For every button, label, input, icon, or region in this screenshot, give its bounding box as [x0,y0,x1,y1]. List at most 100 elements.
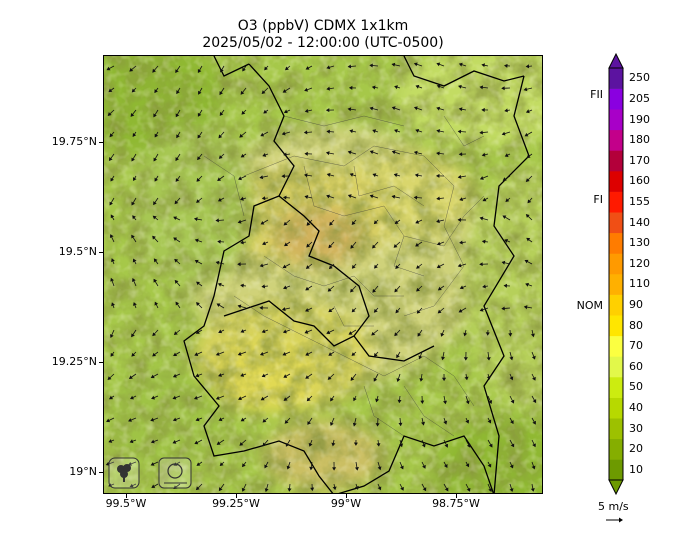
wind-vector-head [109,133,114,138]
wind-vector-head [106,418,111,423]
wind-vector-head [351,308,356,313]
wind-vector-head [172,395,177,400]
wind-vector-head [482,284,486,289]
wind-vector-head [481,239,486,244]
colorbar-tick-label: 160 [629,174,650,188]
wind-vector-head [217,197,222,202]
wind-vector-head [459,240,463,245]
wind-vector-head [131,157,135,162]
wind-vector-head [304,194,309,199]
wind-vector-head [326,330,331,335]
wind-vector-head [530,488,535,492]
wind-vector-head [128,375,133,379]
wind-vector-head [261,373,266,378]
wind-vector-head [398,422,403,427]
wind-vector-head [377,466,382,471]
wind-vector-head [128,461,132,466]
wind-vector-head [151,395,156,400]
wind-vector-head [260,396,265,401]
lat-label: 19.25°N [51,355,97,368]
wind-vector-head [306,243,311,248]
wind-vector-head [237,219,242,224]
wind-vector-head [354,485,359,490]
wind-vector-head [525,214,530,218]
wind-vector-head [194,352,199,356]
wind-vector-head [400,486,404,491]
colorbar-tick-label: 190 [629,112,650,126]
wind-vector-head [459,197,464,202]
wind-vector-head [326,194,331,199]
wind-vector-head [510,443,515,448]
wind-vector-head [242,463,246,468]
wind-vector-head [110,214,115,219]
wind-vector-head [152,332,157,337]
colorbar-segment [609,150,623,172]
colorbar-segment [609,459,623,481]
wind-vector-head [262,241,267,246]
wind-vector-head [399,465,404,470]
wind-vector-head [326,65,331,70]
wind-vector-head [173,352,178,357]
wind-vector-head [531,465,536,470]
colorbar-segment [609,418,623,440]
wind-vector-head [219,111,224,116]
wind-vector-head [328,265,333,270]
wind-vector-head [283,285,288,290]
wind-vector-head [415,220,420,224]
wind-vector-head [391,150,396,155]
wind-vector-head [238,176,242,181]
wind-vector-head [305,375,310,379]
wind-vector-head [132,132,137,137]
wind-vector-head [132,258,137,263]
wind-vector-head [132,302,137,306]
wind-vector-head [372,129,377,134]
colorbar-tick-label: 155 [629,194,650,208]
wind-vector-head [415,84,420,89]
wind-vector-head [240,283,244,288]
ozone-map [103,55,543,494]
wind-vector-head [457,217,461,222]
colorbar-tick-label: 20 [629,442,643,456]
wind-vector-head [262,418,267,423]
wind-vector-head [373,308,378,313]
wind-vector-head [525,282,530,287]
wind-vector-head [286,465,291,470]
wind-vector-head [284,419,289,424]
wind-vector-head [240,240,244,245]
wind-vector-head [129,67,134,72]
wind-vector-head [262,442,267,447]
wind-vector-head [261,196,266,201]
wind-vector-head [509,464,514,469]
wind-vector-head [282,89,287,93]
wind-vector-head [107,376,112,381]
wind-vector-head [508,333,513,337]
colorbar-segment [609,191,623,213]
wind-vector-head [259,351,264,356]
wind-vector-head [416,265,420,269]
wind-vector-head [196,177,201,182]
lat-label: 19.75°N [51,135,97,148]
wind-vector-head [532,443,536,448]
colorbar-segment [609,68,623,89]
wind-vector-head [108,439,113,443]
wind-vector-head [304,108,309,113]
lon-label: 99.25°W [212,497,260,510]
wind-vector-head [350,288,354,293]
wind-vector-head [175,113,180,118]
wind-vector-head [396,378,401,382]
wind-vector-head [283,397,288,401]
wind-vector-head [351,264,356,269]
wind-vector-head [326,86,330,91]
wind-vector-head [504,153,509,157]
wind-vector-head [394,129,398,133]
wind-vector-head [458,62,463,67]
wind-vector-head [176,134,180,139]
wind-vector-head [487,419,492,424]
wind-vector-head [285,442,290,447]
wind-vector-head [372,244,376,249]
wind-vector-head [479,130,483,135]
wind-vector-head [107,112,112,116]
wind-vector-head [325,108,330,113]
wind-vector-head [239,442,244,446]
wind-vector-head [436,129,441,133]
